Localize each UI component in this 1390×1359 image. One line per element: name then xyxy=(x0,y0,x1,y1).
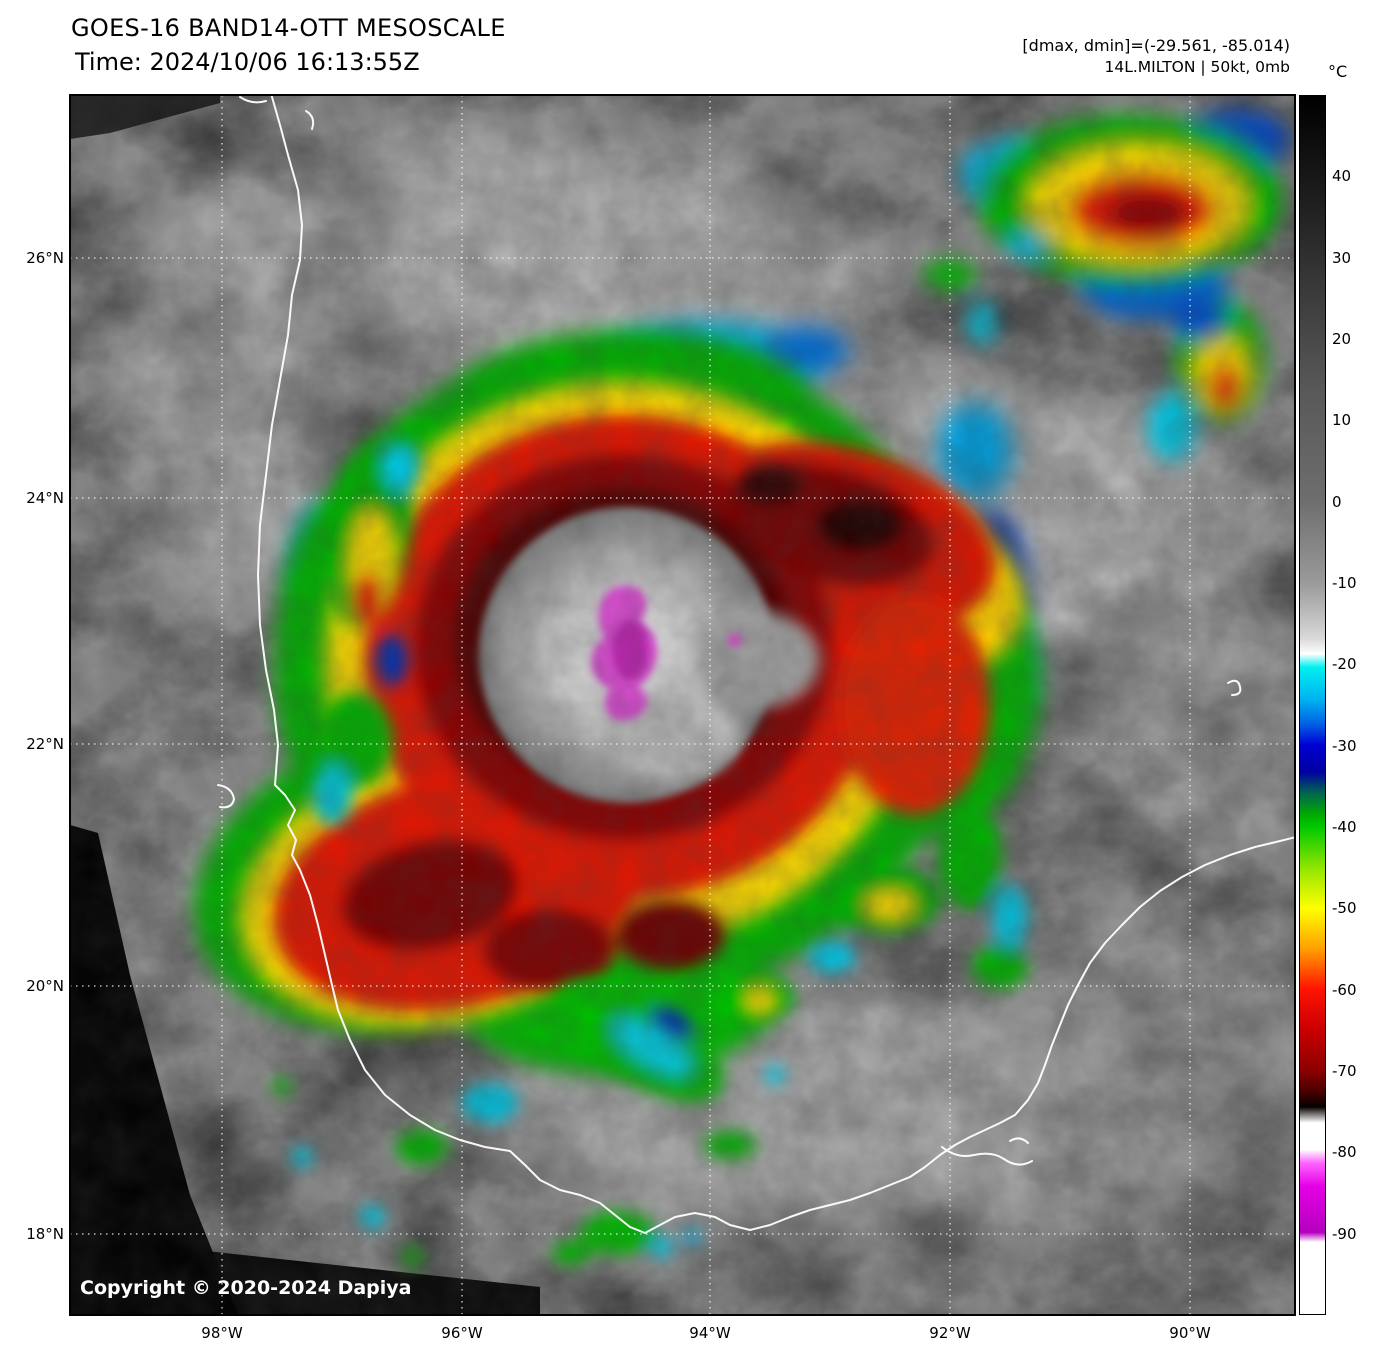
colorbar-unit-label: °C xyxy=(1328,62,1348,81)
colorbar-tick-30: 30 xyxy=(1332,249,1352,267)
colorbar-tick-neg10: -10 xyxy=(1332,574,1357,592)
colorbar-tick-neg30: -30 xyxy=(1332,737,1357,755)
colorbar-tick-40: 40 xyxy=(1332,167,1352,185)
lat-label-18n: 18°N xyxy=(26,1225,64,1243)
colorbar-tick-neg70: -70 xyxy=(1332,1062,1357,1080)
fine-texture xyxy=(70,95,1295,1315)
lat-label-24n: 24°N xyxy=(26,489,64,507)
colorbar-tick-neg20: -20 xyxy=(1332,655,1357,673)
colorbar-tick-neg40: -40 xyxy=(1332,818,1357,836)
colorbar-tick-neg80: -80 xyxy=(1332,1143,1357,1161)
lon-label-98w: 98°W xyxy=(201,1324,243,1342)
dmax-dmin-label: [dmax, dmin]=(-29.561, -85.014) xyxy=(1022,36,1290,55)
colorbar-tick-neg90: -90 xyxy=(1332,1225,1357,1243)
page-title: GOES-16 BAND14-OTT MESOSCALE xyxy=(71,14,506,42)
colorbar-tick-0: 0 xyxy=(1332,493,1342,511)
satellite-map: Copyright © 2020-2024 Dapiya xyxy=(69,94,1296,1316)
colorbar-tick-10: 10 xyxy=(1332,411,1352,429)
temperature-colorbar xyxy=(1299,95,1326,1315)
lon-label-94w: 94°W xyxy=(689,1324,731,1342)
time-label: Time: 2024/10/06 16:13:55Z xyxy=(75,48,420,76)
storm-info-label: 14L.MILTON | 50kt, 0mb xyxy=(1104,58,1290,76)
lon-label-96w: 96°W xyxy=(441,1324,483,1342)
lon-label-92w: 92°W xyxy=(929,1324,971,1342)
lat-label-22n: 22°N xyxy=(26,735,64,753)
satellite-image xyxy=(70,95,1295,1315)
lon-label-90w: 90°W xyxy=(1169,1324,1211,1342)
axes-frame xyxy=(70,95,1295,1315)
lat-label-20n: 20°N xyxy=(26,977,64,995)
colorbar-tick-neg60: -60 xyxy=(1332,981,1357,999)
lat-label-26n: 26°N xyxy=(26,249,64,267)
colorbar-tick-neg50: -50 xyxy=(1332,899,1357,917)
colorbar-tick-20: 20 xyxy=(1332,330,1352,348)
coastline xyxy=(217,95,1295,1234)
graticule-gridlines xyxy=(70,95,1295,1315)
copyright-label: Copyright © 2020-2024 Dapiya xyxy=(80,1277,412,1299)
